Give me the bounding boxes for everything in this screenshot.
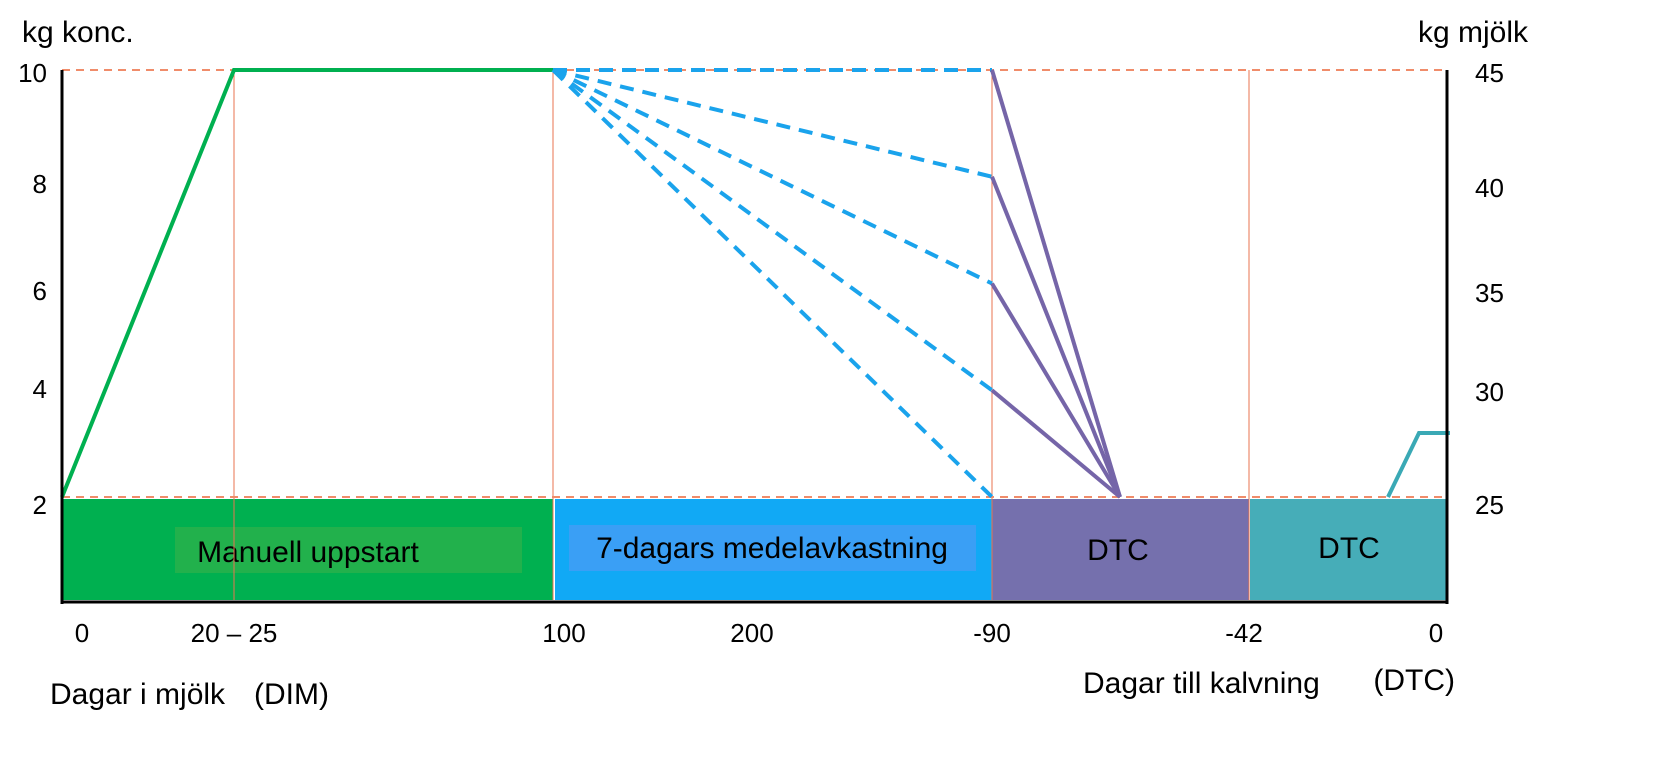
x-axis-label-left: Dagar i mjölk (50, 678, 226, 711)
dtc-line (990, 176, 1122, 498)
band-3-label: DTC (1087, 534, 1149, 567)
band-4-label: DTC (1318, 532, 1380, 565)
right-axis-title: kg mjölk (1418, 16, 1529, 49)
left-tick-label: 2 (33, 490, 47, 520)
x-tick-label: 20 – 25 (191, 618, 278, 648)
band-1-label-bg (175, 527, 522, 573)
x-tick-label: 200 (730, 618, 773, 648)
dtc-end-line (1386, 430, 1450, 498)
x-tick-label: -42 (1225, 618, 1263, 648)
left-tick-label: 4 (33, 374, 47, 404)
right-tick-label: 35 (1475, 278, 1504, 308)
left-tick-label: 8 (33, 169, 47, 199)
milk-yield-dashed-line (551, 68, 994, 392)
dtc-line (990, 388, 1122, 499)
band-2-label: 7-dagars medelavkastning (596, 532, 948, 565)
x-tick-label: -90 (973, 618, 1011, 648)
right-tick-label: 30 (1475, 377, 1504, 407)
startup-line (60, 68, 553, 498)
milk-yield-dashed-line (552, 68, 993, 179)
left-tick-label: 10 (18, 58, 47, 88)
right-tick-label: 40 (1475, 173, 1504, 203)
milk-yield-dashed-line (551, 68, 994, 499)
left-axis-title: kg konc. (22, 16, 134, 49)
dtc-line (990, 282, 1122, 499)
band-3 (992, 499, 1249, 600)
right-tick-label: 25 (1475, 490, 1504, 520)
x-axis-label-left-suffix: (DIM) (254, 678, 329, 711)
dtc-line (990, 69, 1122, 498)
milk-yield-dashed-line (552, 68, 993, 286)
band-2-label-bg (569, 525, 976, 571)
x-tick-label: 0 (1429, 618, 1443, 648)
right-tick-label: 45 (1475, 58, 1504, 88)
left-tick-label: 6 (33, 276, 47, 306)
band-1-label: Manuell uppstart (197, 536, 419, 569)
x-axis-label-right: Dagar till kalvning (1083, 667, 1320, 700)
x-axis-label-right-suffix: (DTC) (1373, 664, 1455, 697)
band-4 (1250, 499, 1447, 600)
x-tick-label: 100 (542, 618, 585, 648)
x-tick-label: 0 (75, 618, 89, 648)
